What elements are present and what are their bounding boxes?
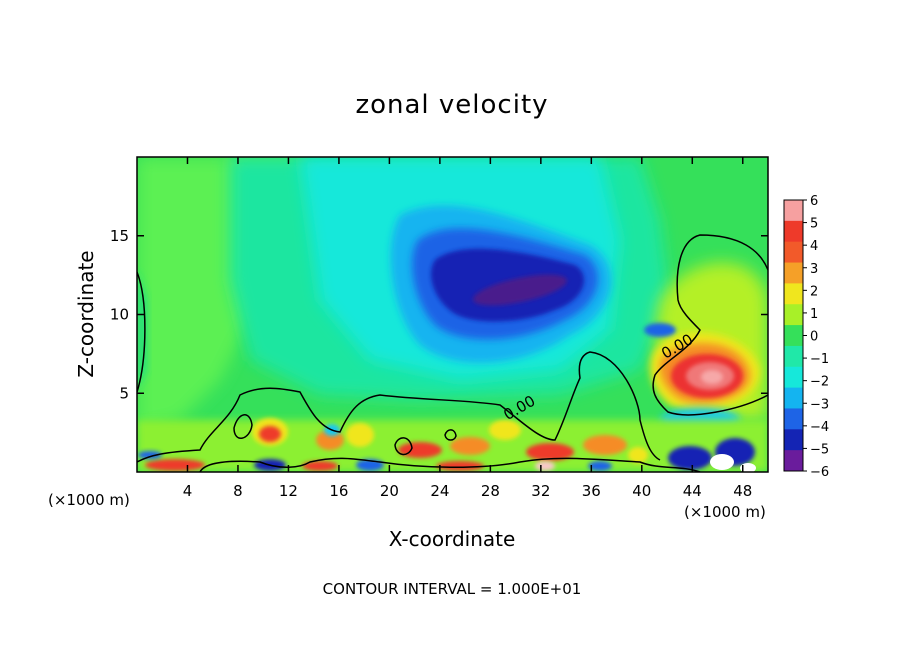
x-tick-label: 40 [632, 482, 651, 500]
field-blob-12 [145, 459, 205, 471]
colorbar-swatch [784, 283, 803, 305]
field-blob-blue-right [644, 323, 676, 337]
x-tick-label: 44 [683, 482, 702, 500]
colorbar-label: 2 [810, 284, 818, 299]
x-unit-label-right: (×1000 m) [684, 503, 766, 521]
x-tick-label: 20 [380, 482, 399, 500]
field-blob-3 [316, 430, 344, 450]
y-axis: 5 10 15 [110, 227, 768, 402]
colorbar-label: 3 [810, 262, 818, 277]
colorbar-label: −6 [810, 465, 829, 480]
colorbar-label: −3 [810, 397, 829, 412]
field-blob-10 [583, 435, 627, 455]
field-blob-19 [588, 461, 612, 471]
colorbar-label: 0 [810, 330, 818, 345]
field-band-purple [472, 274, 568, 306]
colorbar-label: 5 [810, 217, 818, 232]
colorbar: 6 5 4 3 2 1 0 −1 −2 −3 −4 −5 −6 [783, 194, 829, 480]
field-blob-13 [138, 451, 162, 459]
contour-zero-right [652, 234, 768, 416]
x-tick-label: 32 [531, 482, 550, 500]
contour-zero-loop-3 [444, 429, 457, 441]
field-blob-16 [302, 461, 338, 471]
field-blob-20 [668, 446, 712, 470]
field-blob-2 [259, 426, 281, 442]
x-axis-title: X-coordinate [389, 527, 516, 551]
colorbar-swatch [784, 450, 803, 472]
y-tick-label: 15 [110, 227, 129, 245]
colorbar-label: −5 [810, 442, 829, 457]
x-tick-label: 4 [183, 482, 193, 500]
colorbar-label: −4 [810, 420, 829, 435]
colorbar-swatch [784, 220, 803, 243]
colorbar-label: 1 [810, 307, 818, 322]
x-tick-label: 24 [430, 482, 449, 500]
contour-zero-upper [137, 351, 661, 463]
x-axis: 4 8 12 16 20 24 28 32 36 40 44 48 [183, 157, 752, 500]
colorbar-label: 4 [810, 239, 818, 254]
field-blob-9 [526, 443, 574, 461]
x-tick-label: 28 [481, 482, 500, 500]
y-tick-label: 5 [119, 384, 129, 402]
colorbar-swatch [784, 366, 803, 389]
x-tick-label: 48 [733, 482, 752, 500]
field-blob-5 [346, 423, 374, 447]
x-unit-label-left: (×1000 m) [48, 491, 130, 509]
colorbar-swatch [784, 304, 803, 326]
field-blob-7 [450, 437, 490, 455]
contour-interval-note: CONTOUR INTERVAL = 1.000E+01 [323, 580, 582, 598]
field-blob-18 [535, 461, 555, 471]
contour-zero-loop-2 [394, 437, 413, 456]
x-tick-label: 36 [582, 482, 601, 500]
field-blob-17 [436, 461, 484, 471]
colorbar-swatch [784, 325, 803, 347]
y-axis-title: Z-coordinate [74, 250, 98, 377]
field-band-pink-core [701, 370, 723, 384]
contour-zero-left [137, 271, 146, 393]
colorbar-label: −1 [810, 352, 829, 367]
colorbar-swatch [784, 408, 803, 430]
heatmap-field [137, 157, 768, 472]
x-tick-label: 8 [233, 482, 243, 500]
field-blob-23 [740, 463, 756, 472]
field-blob-22 [710, 454, 734, 470]
colorbar-swatch [784, 429, 803, 451]
contour-zero-bottom [199, 457, 701, 472]
colorbar-swatch [784, 241, 803, 264]
colorbar-swatch [784, 387, 803, 409]
colorbar-label: −2 [810, 375, 829, 390]
field-band-left-edge [137, 270, 147, 390]
colorbar-swatch [784, 262, 803, 284]
chart-title: zonal velocity [355, 90, 548, 120]
contour-zero [137, 234, 768, 472]
field-blob-11 [628, 447, 648, 463]
colorbar-label: 6 [810, 194, 818, 209]
x-tick-label: 12 [279, 482, 298, 500]
x-tick-label: 16 [329, 482, 348, 500]
contour-zero-loop-1 [233, 414, 253, 439]
field-blob-6 [398, 442, 442, 458]
field-blob-8 [489, 420, 521, 440]
colorbar-swatch [784, 345, 803, 368]
colorbar-swatch [784, 200, 803, 222]
y-tick-label: 10 [110, 306, 129, 324]
